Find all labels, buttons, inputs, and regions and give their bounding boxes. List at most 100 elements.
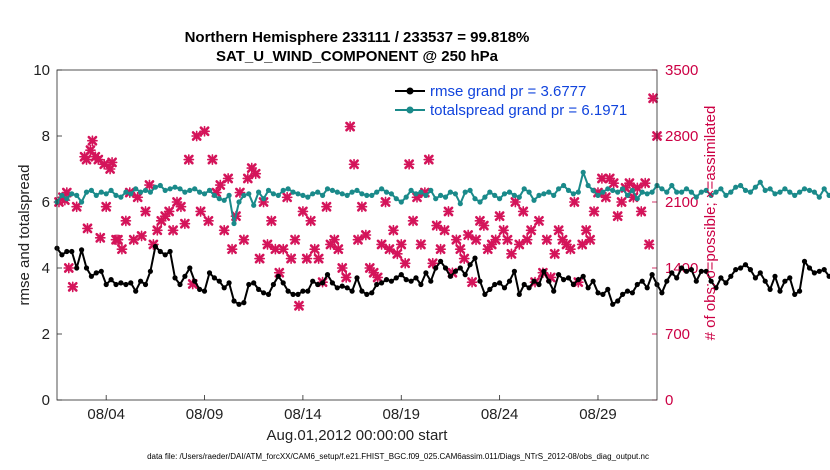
plot-area (57, 70, 657, 400)
rmse-point (801, 258, 808, 264)
obs-point (490, 234, 502, 246)
totalspread-point (595, 192, 601, 198)
rmse-point (74, 265, 80, 271)
rmse-point (556, 272, 562, 278)
rmse-point (423, 270, 429, 276)
totalspread-point (393, 196, 399, 202)
legend-spread-label: totalspread grand pr = 6.1971 (430, 102, 627, 119)
totalspread-point (708, 192, 714, 198)
totalspread-point (118, 194, 124, 200)
obs-point (321, 201, 332, 213)
totalspread-point (565, 187, 572, 193)
y-right-tick-label: 3500 (665, 62, 698, 79)
rmse-point (511, 268, 517, 274)
obs-point (639, 177, 651, 189)
rmse-point (679, 265, 685, 271)
totalspread-point (506, 189, 513, 195)
totalspread-point (359, 191, 365, 197)
rmse-point (713, 285, 719, 291)
rmse-point (226, 280, 232, 286)
rmse-point (334, 285, 340, 291)
obs-point (226, 243, 238, 255)
obs-point (395, 239, 407, 250)
rmse-point (251, 280, 257, 286)
totalspread-point (275, 192, 281, 198)
rmse-point (747, 267, 754, 273)
rmse-point (772, 273, 778, 279)
rmse-point (649, 272, 655, 278)
rmse-point (172, 275, 178, 281)
totalspread-point (236, 199, 242, 205)
totalspread-point (226, 192, 232, 198)
rmse-point (787, 275, 793, 281)
totalspread-point (738, 182, 744, 189)
totalspread-point (447, 189, 453, 195)
totalspread-point (541, 191, 547, 197)
totalspread-point (69, 191, 75, 197)
obs-point (305, 215, 317, 227)
rmse-point (246, 281, 252, 288)
rmse-point (369, 290, 375, 296)
obs-point (549, 248, 561, 260)
totalspread-point (211, 192, 217, 198)
rmse-point (354, 275, 360, 281)
totalspread-point (162, 187, 168, 193)
obs-point (175, 201, 187, 213)
y-axis-left: 0 2 4 6 8 10 (33, 62, 62, 409)
totalspread-point (177, 186, 183, 192)
obs-point (199, 125, 210, 137)
rmse-point (113, 281, 119, 288)
totalspread-point (408, 187, 414, 193)
obs-point (136, 230, 147, 242)
rmse-point (157, 248, 163, 255)
obs-point (344, 121, 356, 132)
totalspread-point (285, 186, 291, 192)
obs-point (584, 234, 596, 246)
obs-point (356, 201, 368, 213)
rmse-point (216, 278, 222, 284)
totalspread-point (747, 189, 754, 195)
obs-point (647, 92, 659, 104)
totalspread-point (516, 194, 522, 200)
totalspread-point (821, 186, 827, 192)
totalspread-point (590, 187, 596, 193)
obs-point (222, 173, 234, 184)
y-tick-label: 0 (42, 392, 50, 409)
rmse-point (177, 281, 183, 288)
rmse-point (620, 291, 626, 297)
obs-point (478, 220, 490, 231)
rmse-point (329, 280, 335, 286)
totalspread-point (492, 192, 498, 198)
rmse-point (733, 267, 739, 273)
rmse-point (816, 268, 822, 274)
totalspread-point (762, 187, 768, 193)
obs-point (509, 196, 521, 208)
rmse-point (610, 301, 616, 307)
totalspread-point (462, 189, 468, 195)
rmse-point (738, 265, 744, 271)
totalspread-point (772, 191, 778, 197)
obs-point (431, 220, 443, 231)
obs-point (380, 196, 391, 208)
obs-point (568, 196, 580, 208)
totalspread-point (374, 189, 380, 195)
totalspread-point (334, 189, 340, 195)
rmse-point (797, 288, 803, 294)
rmse-point (83, 265, 90, 271)
rmse-point (349, 288, 355, 294)
totalspread-point (221, 197, 227, 203)
rmse-point (482, 291, 488, 297)
chart-title-line1: Northern Hemisphere 233111 / 233537 = 99… (185, 29, 530, 46)
totalspread-point (344, 192, 350, 198)
rmse-point (551, 288, 557, 294)
rmse-point (718, 275, 724, 281)
totalspread-point (157, 182, 163, 189)
rmse-point (605, 286, 611, 292)
obs-point (250, 168, 262, 180)
obs-point (277, 243, 289, 255)
totalspread-point (531, 197, 537, 203)
obs-point (116, 243, 128, 255)
totalspread-point (536, 192, 542, 198)
obs-point (439, 224, 450, 236)
